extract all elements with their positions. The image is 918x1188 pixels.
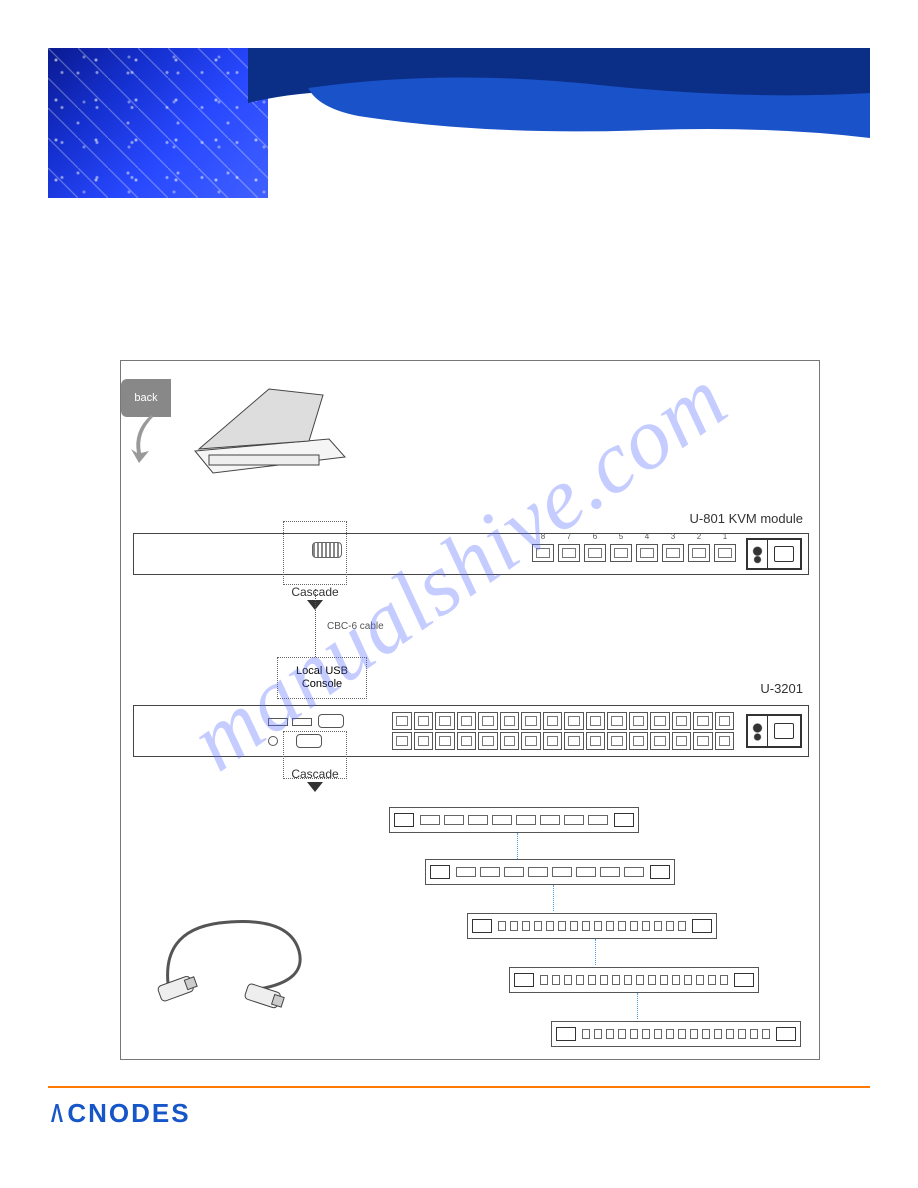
back-arrow-icon xyxy=(127,413,161,463)
circuit-board-image xyxy=(48,48,268,198)
kvm-console-illustration xyxy=(149,381,349,501)
cascade-port-icon xyxy=(312,542,342,558)
rack2-rj45-grid xyxy=(392,712,734,750)
brand-logo-text: CNODES xyxy=(67,1098,190,1128)
kvm-module-rear-panel: 87654321 xyxy=(133,533,809,575)
cascade-cable-line-1 xyxy=(315,589,316,659)
cascade-link-line xyxy=(595,939,596,965)
u3201-label: U-3201 xyxy=(760,681,803,696)
header-banner xyxy=(48,48,870,198)
power-inlet-icon xyxy=(746,538,802,570)
local-console-ports xyxy=(268,712,388,750)
cascade-unit-3 xyxy=(467,913,717,939)
footer-divider xyxy=(48,1086,870,1088)
cbc6-cable-illustration xyxy=(149,901,319,1021)
back-badge: back xyxy=(121,379,171,417)
rack1-port-numbers: 87654321 xyxy=(532,532,736,541)
u3201-rear-panel xyxy=(133,705,809,757)
brand-logo: ΛCNODES xyxy=(48,1098,191,1129)
chevron-down-icon xyxy=(307,782,323,792)
rack1-rj45-ports xyxy=(532,544,736,562)
cascade-unit-1 xyxy=(389,807,639,833)
kvm-module-label: U-801 KVM module xyxy=(690,511,803,526)
cascade-unit-4 xyxy=(509,967,759,993)
connection-diagram: back U-801 KVM module 87654321 Cascade C… xyxy=(120,360,820,1060)
blue-swoosh-graphic xyxy=(248,48,870,198)
cascade-link-line xyxy=(517,833,518,859)
power-inlet-icon xyxy=(746,714,802,748)
cascade-link-line xyxy=(637,993,638,1019)
brand-logo-mark: Λ xyxy=(51,1098,65,1129)
cbc-cable-label: CBC-6 cable xyxy=(327,621,384,632)
local-usb-console-label: Local USBConsole xyxy=(277,657,367,699)
cascade-label-2: Cascade xyxy=(287,767,343,795)
cascade-unit-2 xyxy=(425,859,675,885)
cascade-unit-5 xyxy=(551,1021,801,1047)
cascade-link-line xyxy=(553,885,554,911)
